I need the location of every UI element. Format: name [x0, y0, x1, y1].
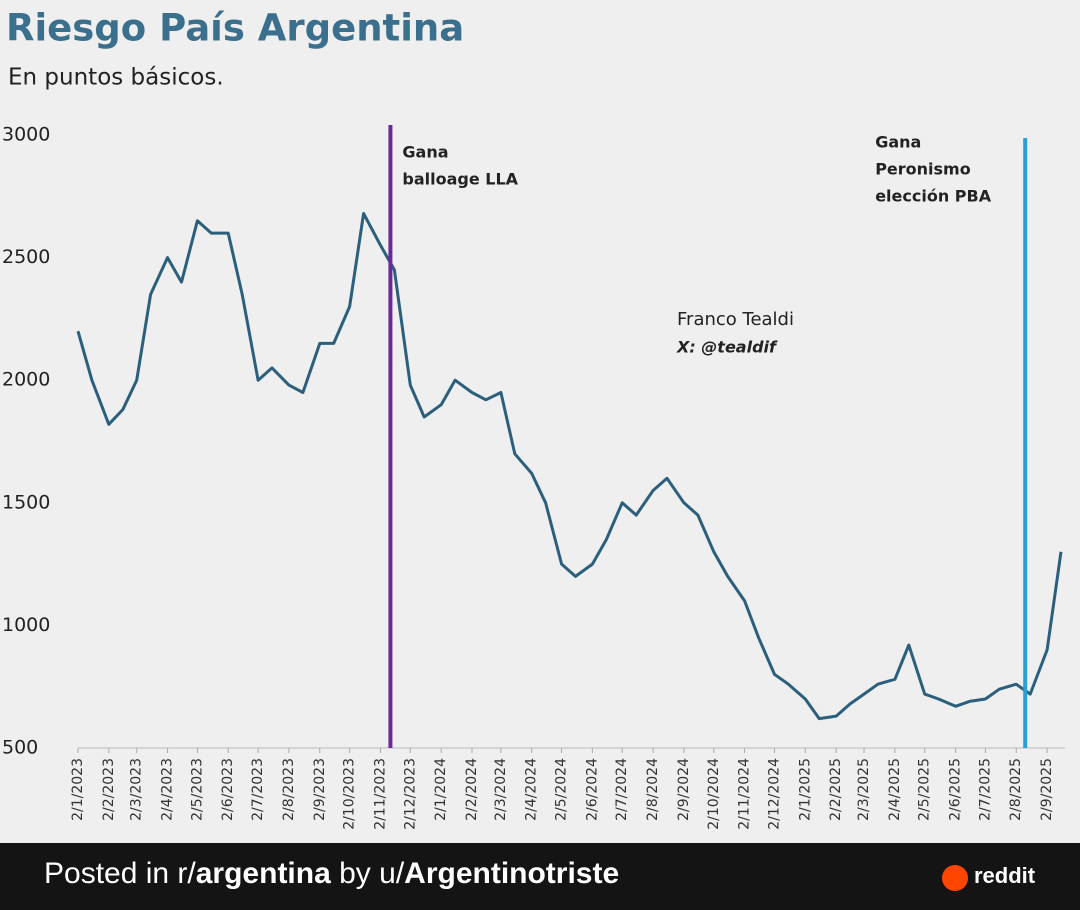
x-tick-label: 2/4/2025: [887, 758, 903, 821]
chart-title: Riesgo País Argentina: [6, 7, 464, 50]
x-tick-label: 2/4/2024: [524, 758, 540, 821]
event-label: Peronismo: [875, 160, 971, 179]
x-tick-label: 2/2/2025: [828, 758, 844, 821]
event-label: Gana: [402, 143, 448, 162]
user[interactable]: Argentinotriste: [404, 857, 620, 890]
x-tick-label: 2/9/2023: [312, 758, 328, 821]
post-middle: by u/: [330, 857, 405, 890]
x-tick-label: 2/12/2024: [766, 758, 782, 830]
brand: reddit: [974, 863, 1036, 888]
x-tick-label: 2/9/2024: [676, 758, 692, 821]
x-tick-label: 2/6/2024: [584, 758, 600, 821]
footer: Posted in r/argentina by u/Argentinotris…: [0, 843, 1080, 910]
x-tick-label: 2/8/2024: [645, 758, 661, 821]
x-tick-label: 2/3/2024: [493, 758, 509, 821]
x-tick-label: 2/3/2025: [856, 758, 872, 821]
x-tick-label: 2/1/2024: [433, 758, 449, 821]
x-tick-label: 2/4/2023: [160, 758, 176, 821]
credit-handle: X: @tealdif: [676, 338, 778, 357]
x-tick-label: 2/1/2023: [70, 758, 86, 821]
y-tick-label: 2500: [2, 246, 50, 268]
x-tick-label: 2/5/2024: [554, 758, 570, 821]
y-tick-label: 1000: [2, 614, 50, 636]
x-tick-label: 2/2/2023: [101, 758, 117, 821]
x-tick-label: 2/3/2023: [129, 758, 145, 821]
x-tick-label: 2/8/2025: [1008, 758, 1024, 821]
x-tick-label: 2/9/2025: [1039, 758, 1055, 821]
x-tick-label: 2/2/2024: [464, 758, 480, 821]
chart-subtitle: En puntos básicos.: [8, 65, 224, 91]
x-tick-label: 2/11/2024: [737, 758, 753, 830]
event-label: Gana: [875, 133, 921, 152]
y-tick-label: 3000: [2, 124, 50, 146]
x-tick-label: 2/7/2025: [977, 758, 993, 821]
y-tick-label: 500: [2, 737, 38, 759]
x-tick-label: 2/10/2024: [706, 758, 722, 830]
x-tick-label: 2/6/2025: [948, 758, 964, 821]
x-tick-label: 2/5/2023: [189, 758, 205, 821]
subreddit[interactable]: argentina: [195, 857, 331, 890]
y-tick-label: 2000: [2, 369, 50, 391]
x-tick-label: 2/1/2025: [797, 758, 813, 821]
credit-name: Franco Tealdi: [677, 309, 794, 330]
x-tick-label: 2/10/2023: [342, 758, 358, 830]
event-label: elección PBA: [875, 187, 992, 206]
x-tick-label: 2/7/2023: [250, 758, 266, 821]
post-info: Posted in r/argentina by u/Argentinotris…: [44, 857, 619, 891]
x-tick-label: 2/8/2023: [281, 758, 297, 821]
chart: Riesgo País Argentina En puntos básicos.…: [2, 7, 1065, 830]
x-tick-label: 2/12/2023: [402, 758, 418, 830]
x-tick-label: 2/6/2023: [220, 758, 236, 821]
post-prefix: Posted in r/: [44, 857, 196, 890]
data-line: [76, 212, 1063, 721]
x-tick-label: 2/5/2025: [917, 758, 933, 821]
event-label: balloage LLA: [402, 170, 518, 189]
reddit-logo: [942, 865, 968, 891]
x-tick-label: 2/11/2023: [372, 758, 388, 830]
x-tick-label: 2/7/2024: [614, 758, 630, 821]
y-tick-label: 1500: [2, 491, 50, 513]
